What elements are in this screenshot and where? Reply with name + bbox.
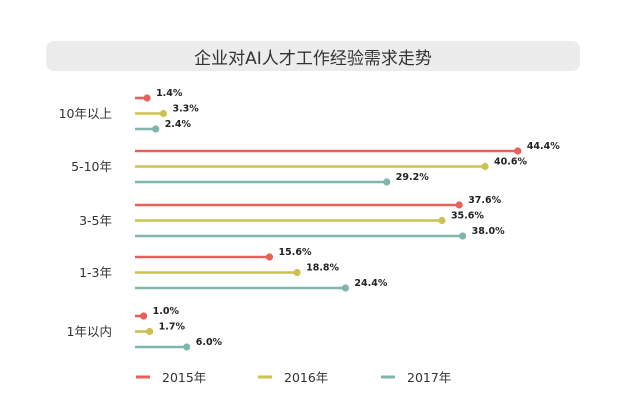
bar-end-dot [146,327,154,336]
data-label: 2.4% [165,119,192,130]
bar-end-dot [265,253,274,261]
bar-end-dot [159,109,168,118]
data-label: 18.8% [306,263,339,274]
data-label: 1.0% [153,306,180,317]
chart-title: 企业对AI人才工作经验需求走势 [194,48,432,69]
data-label: 29.2% [396,172,429,183]
data-label: 6.0% [196,337,223,348]
data-label: 35.6% [451,211,484,222]
data-label: 15.6% [279,247,312,258]
data-label: 37.6% [468,195,501,206]
legend-label: 2016年 [284,370,328,385]
category-label: 1年以内 [67,324,112,339]
bar-end-dot [455,201,463,209]
data-label: 1.4% [156,88,183,99]
category-label: 1-3年 [79,265,112,280]
data-label: 40.6% [494,157,527,168]
data-label: 44.4% [527,141,560,152]
bar-end-dot [140,312,148,320]
bar-end-dot [438,216,446,225]
bar-end-dot [143,94,151,102]
chart-title-bar: 企业对AI人才工作经验需求走势 [46,41,580,71]
bar-end-dot [152,125,160,133]
bar-end-dot [481,162,489,171]
data-label: 24.4% [354,278,387,289]
bar-end-dot [514,147,522,155]
bar-end-dot [183,343,191,351]
legend-label: 2015年 [162,370,206,385]
category-label: 10年以上 [59,106,112,121]
bar-end-dot [383,178,391,186]
data-label: 1.7% [159,322,186,333]
bar-end-dot [293,268,301,277]
category-label: 5-10年 [71,159,112,174]
bar-end-dot [341,284,349,292]
category-label: 3-5年 [79,213,112,228]
bar-end-dot [459,232,467,240]
data-label: 3.3% [172,104,199,115]
legend-label: 2017年 [407,370,451,385]
data-label: 38.0% [472,226,505,237]
